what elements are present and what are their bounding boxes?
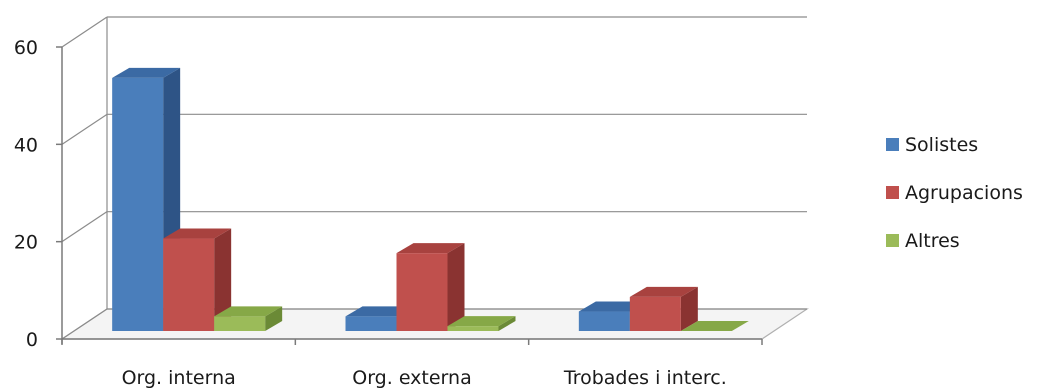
legend-item: Agrupacions bbox=[886, 182, 1023, 204]
bar-front bbox=[578, 311, 630, 331]
legend-label: Agrupacions bbox=[905, 182, 1023, 204]
bar-top bbox=[396, 243, 465, 254]
bar-front bbox=[629, 296, 681, 331]
bar-top bbox=[680, 321, 749, 331]
bar bbox=[447, 316, 516, 331]
legend-label: Solistes bbox=[905, 134, 978, 156]
bar-side bbox=[498, 316, 516, 331]
legend-swatch bbox=[886, 138, 899, 151]
bar-side bbox=[447, 243, 465, 331]
axis-layer bbox=[56, 46, 763, 345]
bar-front bbox=[163, 238, 215, 331]
bar-front bbox=[396, 253, 448, 331]
legend-item: Solistes bbox=[886, 134, 978, 156]
labels-layer: 0 20 40 60 Org. interna Org. externa Trobades … bbox=[14, 37, 727, 389]
bar bbox=[214, 306, 283, 331]
bar bbox=[163, 228, 232, 331]
bar-top bbox=[447, 316, 516, 327]
bar-front bbox=[447, 326, 499, 331]
bar-front bbox=[345, 316, 397, 331]
bar-front bbox=[112, 77, 164, 331]
x-tick-label: Org. interna bbox=[122, 367, 236, 389]
y-tick-label: 60 bbox=[14, 37, 38, 59]
gridline-side bbox=[61, 16, 108, 48]
x-tick-label: Org. externa bbox=[352, 367, 471, 389]
bar-side bbox=[214, 228, 232, 331]
bar-top bbox=[214, 306, 283, 317]
gridline-side bbox=[61, 211, 108, 243]
y-tick-label: 40 bbox=[14, 134, 38, 156]
y-tick-label: 20 bbox=[14, 232, 38, 254]
legend-swatch bbox=[886, 234, 899, 247]
legend: Solistes Agrupacions Altres bbox=[886, 134, 1023, 252]
bar-front bbox=[214, 316, 266, 331]
gridline-side bbox=[61, 113, 108, 145]
bar-side bbox=[680, 286, 698, 331]
legend-item: Altres bbox=[886, 230, 960, 252]
y-tick-label: 0 bbox=[26, 329, 38, 351]
bar-side bbox=[265, 306, 283, 331]
bars-layer bbox=[112, 67, 749, 331]
bar-top bbox=[112, 67, 181, 78]
legend-label: Altres bbox=[905, 230, 960, 252]
gridline-side bbox=[61, 308, 108, 340]
x-tick-label: Trobades i interc. bbox=[563, 367, 727, 389]
bar bbox=[680, 321, 749, 331]
bar-top bbox=[629, 286, 698, 297]
bar bbox=[629, 286, 698, 331]
legend-swatch bbox=[886, 186, 899, 199]
bar bbox=[396, 243, 465, 331]
bar-top bbox=[163, 228, 232, 239]
